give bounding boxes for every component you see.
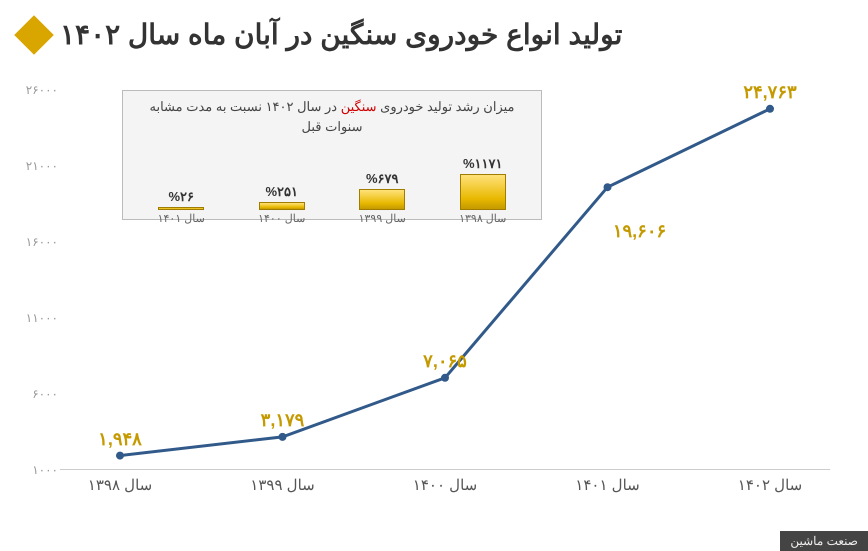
inset-x-label: سال ۱۳۹۹ <box>337 212 427 225</box>
data-label: ۳,۱۷۹ <box>261 410 305 431</box>
inset-bar-group: %۶۷۹ <box>337 171 427 210</box>
x-tick: سال ۱۴۰۰ <box>413 476 477 494</box>
data-label: ۱,۹۴۸ <box>98 429 142 450</box>
y-tick: ۱۰۰۰ <box>32 463 58 477</box>
y-tick: ۲۱۰۰۰ <box>26 159 58 173</box>
inset-title-highlight: سنگین <box>341 99 377 114</box>
inset-title-pre: میزان رشد تولید خودروی <box>377 99 515 114</box>
inset-bar <box>460 174 506 210</box>
y-tick: ۲۶۰۰۰ <box>26 83 58 97</box>
watermark: صنعت ماشین <box>780 531 868 551</box>
y-tick: ۶۰۰۰ <box>32 387 58 401</box>
x-tick: سال ۱۳۹۹ <box>250 476 314 494</box>
y-axis: ۱۰۰۰۶۰۰۰۱۱۰۰۰۱۶۰۰۰۲۱۰۰۰۲۶۰۰۰ <box>12 90 58 470</box>
title-diamond-icon <box>14 15 54 55</box>
y-tick: ۱۱۰۰۰ <box>26 311 58 325</box>
inset-chart: میزان رشد تولید خودروی سنگین در سال ۱۴۰۲… <box>122 90 542 220</box>
inset-bar <box>259 202 305 210</box>
data-label: ۲۴,۷۶۳ <box>743 82 796 103</box>
x-tick: سال ۱۴۰۱ <box>575 476 639 494</box>
inset-bars: %۱۱۷۱ %۶۷۹ %۲۵۱ %۲۶ <box>131 140 533 210</box>
inset-bar-group: %۱۱۷۱ <box>438 156 528 210</box>
inset-bar-value: %۶۷۹ <box>366 171 399 187</box>
inset-title-post: در سال ۱۴۰۲ نسبت به مدت مشابه سنوات قبل <box>149 99 362 134</box>
page-title: تولید انواع خودروی سنگین در آبان ماه سال… <box>60 18 622 51</box>
inset-x-label: سال ۱۴۰۱ <box>136 212 226 225</box>
x-tick: سال ۱۳۹۸ <box>88 476 152 494</box>
inset-bar-group: %۲۶ <box>136 189 226 210</box>
x-tick: سال ۱۴۰۲ <box>738 476 802 494</box>
inset-x-label: سال ۱۳۹۸ <box>438 212 528 225</box>
inset-bar-value: %۲۶ <box>168 189 194 205</box>
title-bar: تولید انواع خودروی سنگین در آبان ماه سال… <box>0 0 868 61</box>
inset-x-label: سال ۱۴۰۰ <box>237 212 327 225</box>
inset-bar-value: %۲۵۱ <box>266 184 299 200</box>
data-label: ۷,۰۶۵ <box>423 351 467 372</box>
data-label: ۱۹,۶۰۶ <box>613 221 666 242</box>
inset-bar <box>158 207 204 210</box>
inset-x-axis: سال ۱۳۹۸ سال ۱۳۹۹ سال ۱۴۰۰ سال ۱۴۰۱ <box>131 212 533 225</box>
x-axis-line <box>60 469 830 470</box>
inset-title: میزان رشد تولید خودروی سنگین در سال ۱۴۰۲… <box>131 97 533 136</box>
inset-bar-value: %۱۱۷۱ <box>463 156 503 172</box>
inset-bar <box>359 189 405 210</box>
inset-bar-group: %۲۵۱ <box>237 184 327 210</box>
x-axis: سال ۱۳۹۸ سال ۱۳۹۹ سال ۱۴۰۰ سال ۱۴۰۱ سال ۱۴۰۲ <box>60 476 830 500</box>
y-tick: ۱۶۰۰۰ <box>26 235 58 249</box>
